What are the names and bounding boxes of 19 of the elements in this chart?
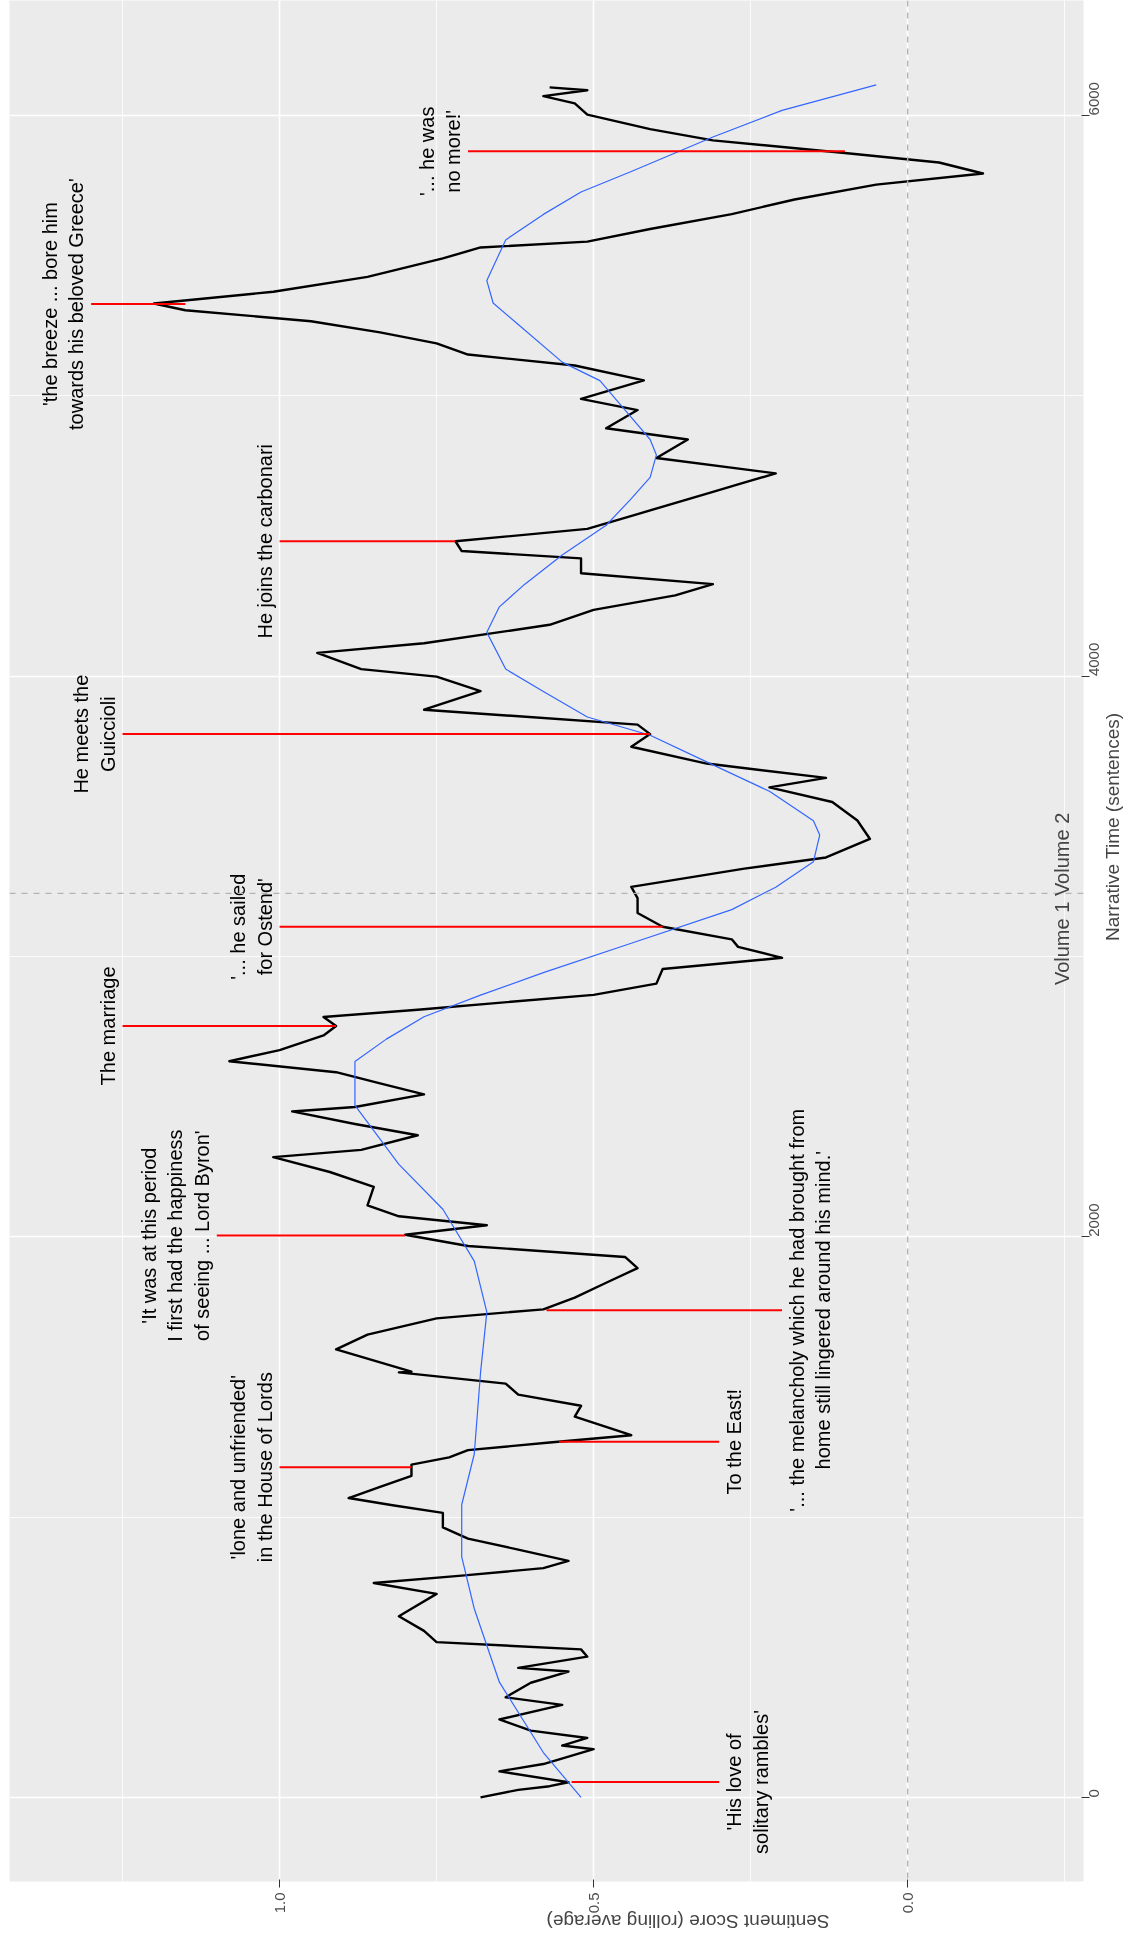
y-tick-label: 4000 bbox=[1085, 642, 1103, 677]
annotation: To the East! bbox=[723, 1388, 746, 1495]
annotation: '... the melancholy which he had brought from home still lingered around his mind.' bbox=[786, 1108, 835, 1512]
annotation: 'the breeze ... bore him towards his beloved Greece' bbox=[38, 178, 88, 430]
x-tick-label: 0.0 bbox=[898, 1892, 916, 1914]
y-tick-label: 2000 bbox=[1085, 1203, 1103, 1237]
annotation: 'lone and unfriended' in the House of Lords bbox=[227, 1372, 276, 1563]
ref-line-label: Volume 1 Volume 2 bbox=[1050, 812, 1073, 986]
annotation: '... he sailed for Ostend' bbox=[227, 873, 276, 980]
y-axis-title: Narrative Time (sentences) bbox=[1102, 712, 1123, 941]
annotation: The marriage bbox=[96, 966, 119, 1086]
x-tick-label: 1.0 bbox=[270, 1892, 288, 1914]
annotation: He joins the carbonari bbox=[253, 443, 276, 639]
annotation: He meets the Guiccioli bbox=[70, 674, 119, 794]
annotation: 'His love of solitary rambles' bbox=[723, 1710, 772, 1854]
y-tick-label: 6000 bbox=[1085, 82, 1103, 116]
annotation: 'It was at this period I first had the happiness of seeing ... Lord Byron' bbox=[137, 1129, 213, 1342]
annotation: '... he was no more!' bbox=[415, 106, 464, 197]
y-tick-label: 0 bbox=[1085, 1789, 1103, 1798]
